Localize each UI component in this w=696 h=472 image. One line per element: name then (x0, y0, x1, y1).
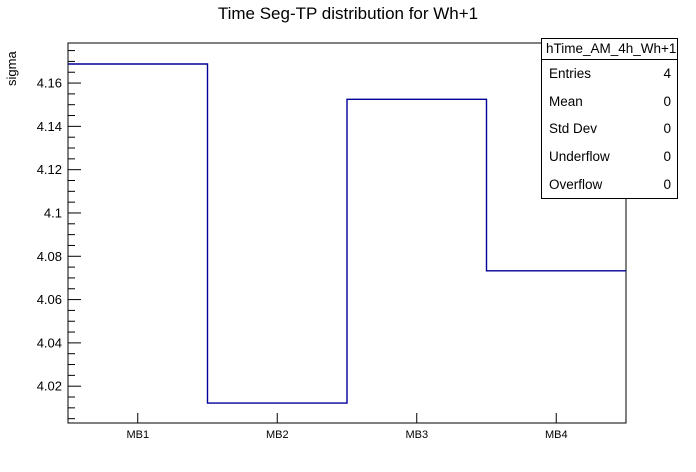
plot-frame (67, 42, 627, 424)
stats-row-underflow: Underflow 0 (542, 143, 677, 171)
y-tick-label: 4.06 (37, 292, 62, 307)
y-tick-label: 4.12 (37, 162, 62, 177)
x-tick-label: MB4 (545, 429, 568, 441)
stat-label: Std Dev (549, 121, 598, 137)
stat-value: 0 (663, 176, 671, 192)
x-tick-label: MB1 (126, 429, 149, 441)
stats-row-mean: Mean 0 (542, 88, 677, 116)
stat-value: 0 (663, 149, 671, 165)
chart-title: Time Seg-TP distribution for Wh+1 (217, 4, 479, 23)
stat-label: Overflow (549, 176, 603, 192)
y-tick-label: 4.02 (37, 379, 62, 394)
stats-rows: Entries 4 Mean 0 Std Dev 0 Underflow 0 O… (542, 60, 677, 198)
y-tick-label: 4.04 (37, 335, 62, 350)
y-tick-label: 4.1 (44, 205, 62, 220)
y-tick-label: 4.08 (37, 249, 62, 264)
stat-label: Underflow (549, 149, 610, 165)
y-tick-label: 4.14 (37, 119, 62, 134)
x-tick-label: MB3 (405, 429, 428, 441)
stats-row-overflow: Overflow 0 (542, 170, 677, 198)
stat-label: Entries (549, 66, 592, 82)
stat-value: 4 (663, 66, 671, 82)
stats-box-header: hTime_AM_4h_Wh+1 (542, 39, 677, 60)
y-tick-label: 4.16 (37, 76, 62, 91)
x-tick-label: MB2 (266, 429, 289, 441)
stat-value: 0 (663, 93, 671, 109)
stats-row-entries: Entries 4 (542, 60, 677, 88)
histogram-line (68, 63, 626, 404)
stat-value: 0 (663, 121, 671, 137)
stats-box: hTime_AM_4h_Wh+1 Entries 4 Mean 0 Std De… (541, 38, 678, 199)
stat-label: Mean (549, 93, 583, 109)
stats-row-stddev: Std Dev 0 (542, 115, 677, 143)
